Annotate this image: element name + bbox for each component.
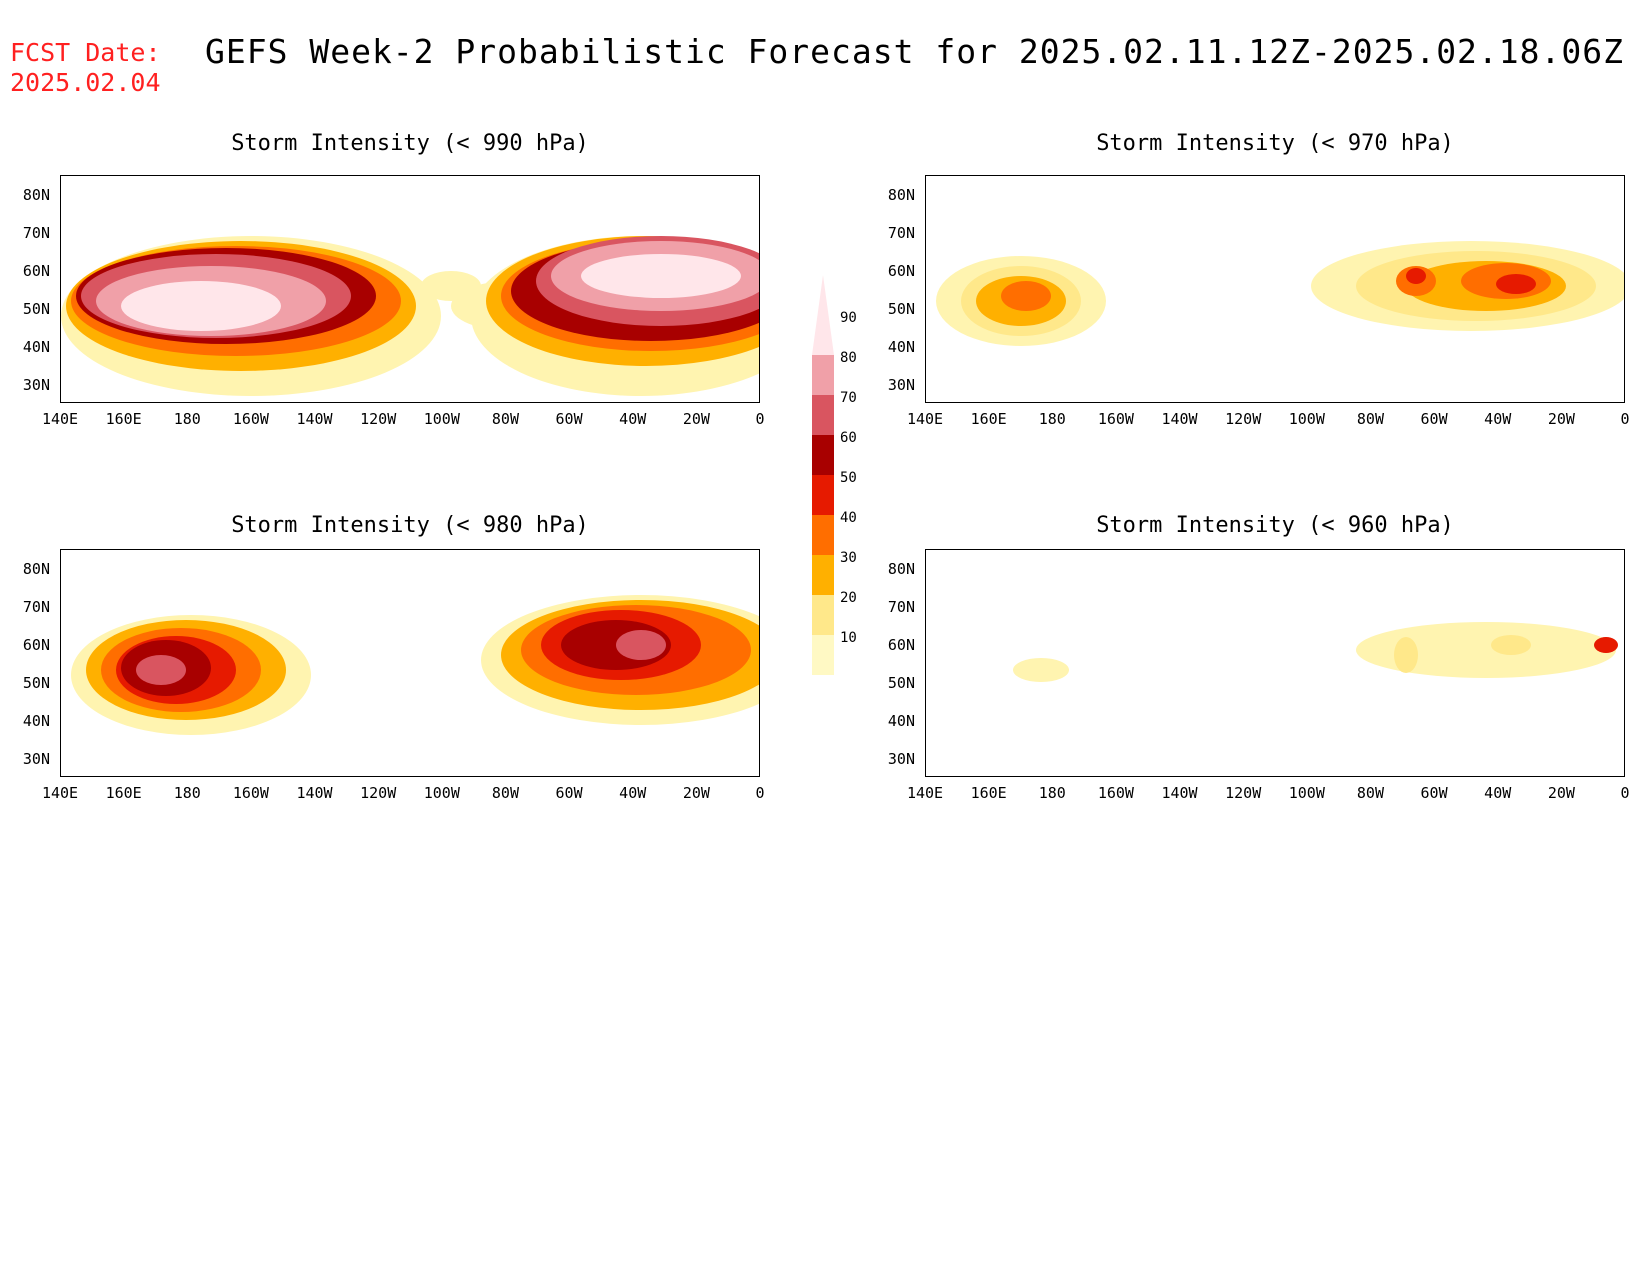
lat-label: 50N	[887, 674, 915, 692]
lat-label: 80N	[887, 560, 915, 578]
lon-label: 40W	[619, 784, 647, 802]
lon-label: 180	[173, 410, 201, 428]
probability-field-970	[936, 241, 1624, 346]
lon-label: 100W	[1288, 410, 1325, 428]
lon-label: 100W	[423, 784, 460, 802]
lon-label: 40W	[1484, 410, 1512, 428]
lon-label: 0	[1620, 410, 1630, 428]
panel-title-970: Storm Intensity (< 970 hPa)	[1096, 131, 1454, 156]
colorbar-label: 70	[840, 390, 857, 406]
lon-label: 120W	[1225, 784, 1262, 802]
lat-label: 40N	[887, 712, 915, 730]
lat-label: 70N	[887, 598, 915, 616]
lon-label: 0	[755, 410, 765, 428]
lat-label: 60N	[22, 262, 50, 280]
lon-label: 60W	[555, 410, 583, 428]
lat-label: 70N	[22, 598, 50, 616]
panel-title-980: Storm Intensity (< 980 hPa)	[231, 513, 589, 538]
lon-label: 20W	[1547, 784, 1575, 802]
panel-title-990: Storm Intensity (< 990 hPa)	[231, 131, 589, 156]
lon-label: 140E	[906, 410, 944, 428]
lat-label: 30N	[887, 750, 915, 768]
lon-label: 120W	[360, 410, 397, 428]
lon-label: 160E	[105, 410, 142, 428]
probability-field-990	[61, 236, 759, 396]
lon-label: 100W	[1288, 784, 1325, 802]
lon-label: 0	[755, 784, 765, 802]
lon-label: 60W	[1420, 410, 1448, 428]
lon-label: 180	[173, 784, 201, 802]
lon-label: 40W	[1484, 784, 1512, 802]
lon-label: 60W	[555, 784, 583, 802]
lat-label: 30N	[22, 750, 50, 768]
colorbar-label: 10	[840, 630, 857, 646]
colorbar-label: 40	[840, 510, 857, 526]
lon-label: 20W	[682, 410, 710, 428]
lon-label: 160E	[970, 784, 1007, 802]
panel-title-960: Storm Intensity (< 960 hPa)	[1096, 513, 1454, 538]
lon-label: 160E	[970, 410, 1007, 428]
lon-label: 140W	[1161, 784, 1198, 802]
colorbar-label: 20	[840, 590, 857, 606]
lat-label: 60N	[887, 262, 915, 280]
colorbar-label: 60	[840, 430, 857, 446]
lat-label: 60N	[887, 636, 915, 654]
lon-label: 80W	[1356, 410, 1384, 428]
lon-label: 160W	[232, 784, 269, 802]
lon-label: 160W	[1097, 784, 1134, 802]
lon-label: 120W	[360, 784, 397, 802]
lon-label: 100W	[423, 410, 460, 428]
lon-label: 80W	[491, 784, 519, 802]
colorbar-label: 80	[840, 350, 857, 366]
lon-label: 140W	[1161, 410, 1198, 428]
lon-label: 140W	[296, 410, 333, 428]
lon-label: 60W	[1420, 784, 1448, 802]
lon-label: 160W	[232, 410, 269, 428]
probability-field-960	[1013, 622, 1618, 682]
fcst-date-label: FCST Date:	[10, 38, 161, 67]
fcst-date-value: 2025.02.04	[10, 68, 161, 97]
lon-label: 140E	[41, 410, 79, 428]
lat-label: 80N	[22, 560, 50, 578]
colorbar	[812, 275, 834, 680]
lat-label: 70N	[887, 224, 915, 242]
lat-label: 70N	[22, 224, 50, 242]
map-panel-960	[925, 549, 1625, 777]
colorbar-label: 90	[840, 310, 857, 326]
lon-label: 140E	[906, 784, 944, 802]
lat-label: 80N	[887, 186, 915, 204]
lat-label: 50N	[887, 300, 915, 318]
lon-label: 160E	[105, 784, 142, 802]
colorbar-swatches	[812, 275, 834, 680]
lat-label: 40N	[22, 712, 50, 730]
map-panel-980	[60, 549, 760, 777]
lat-label: 30N	[22, 376, 50, 394]
lon-label: 160W	[1097, 410, 1134, 428]
colorbar-label: 30	[840, 550, 857, 566]
lat-label: 80N	[22, 186, 50, 204]
lon-label: 140E	[41, 784, 79, 802]
lon-label: 80W	[491, 410, 519, 428]
lon-label: 180	[1038, 784, 1066, 802]
lon-label: 0	[1620, 784, 1630, 802]
lat-label: 40N	[887, 338, 915, 356]
fcst-date-block: FCST Date: 2025.02.04	[10, 38, 161, 98]
lon-label: 120W	[1225, 410, 1262, 428]
lon-label: 140W	[296, 784, 333, 802]
lat-label: 60N	[22, 636, 50, 654]
colorbar-label: 50	[840, 470, 857, 486]
map-panel-970	[925, 175, 1625, 403]
map-panel-990	[60, 175, 760, 403]
lon-label: 40W	[619, 410, 647, 428]
lon-label: 20W	[1547, 410, 1575, 428]
lon-label: 180	[1038, 410, 1066, 428]
lat-label: 30N	[887, 376, 915, 394]
page-title: GEFS Week-2 Probabilistic Forecast for 2…	[205, 32, 1625, 71]
lon-label: 80W	[1356, 784, 1384, 802]
lat-label: 50N	[22, 300, 50, 318]
lon-label: 20W	[682, 784, 710, 802]
lat-label: 40N	[22, 338, 50, 356]
lat-label: 50N	[22, 674, 50, 692]
probability-field-980	[71, 595, 759, 735]
